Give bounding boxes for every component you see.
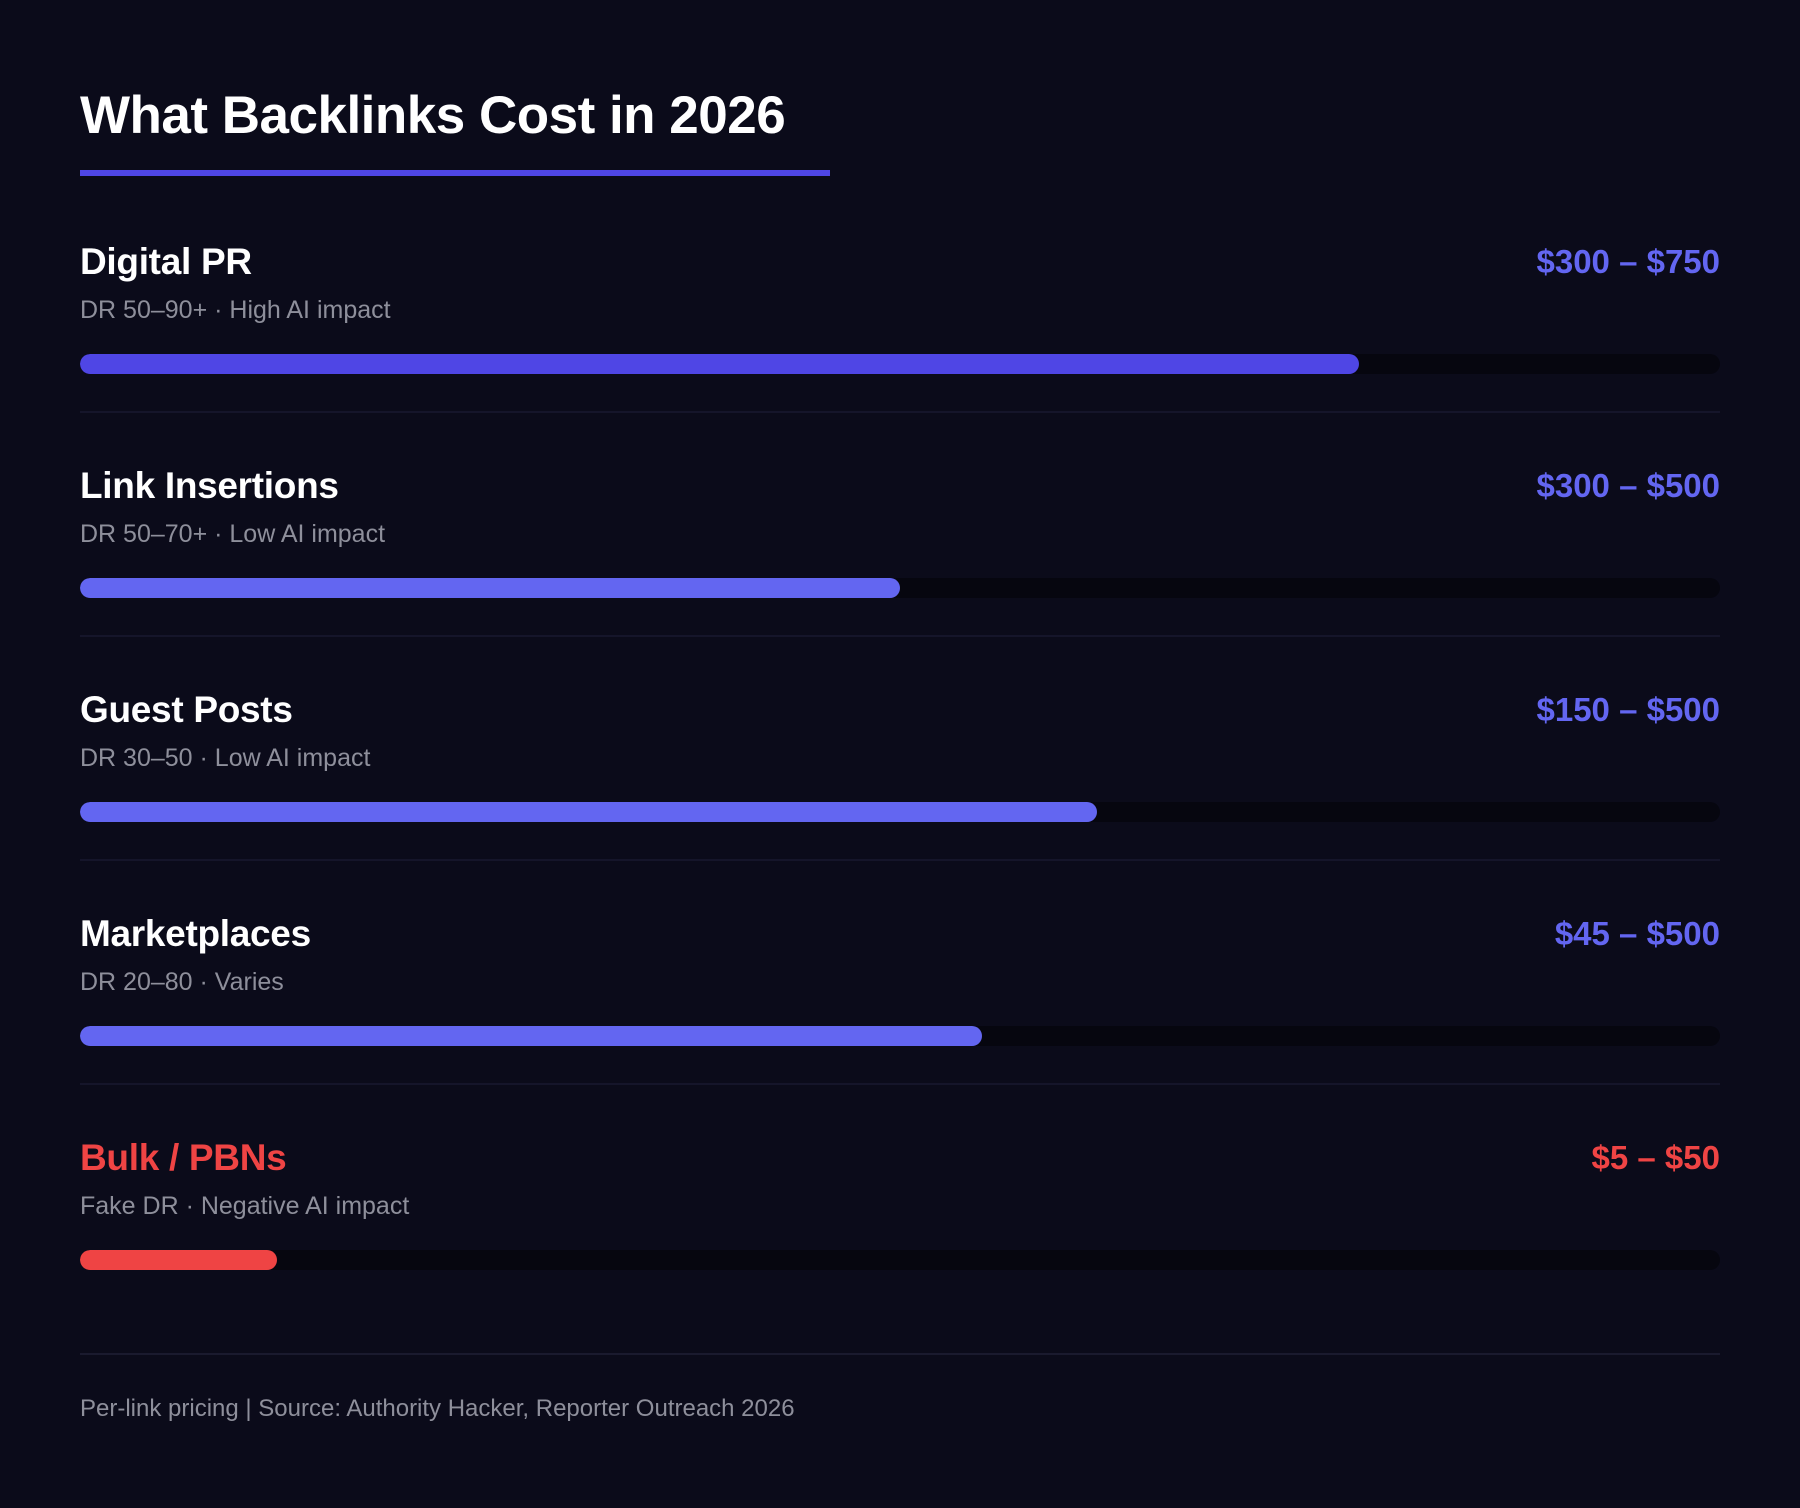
row-marketplaces: Marketplaces $45 – $500 DR 20–80 · Varie… bbox=[80, 912, 1720, 1136]
bar-fill bbox=[80, 354, 1360, 374]
row-price: $5 – $50 bbox=[1591, 1139, 1720, 1176]
bar-fill bbox=[80, 1250, 277, 1270]
bar-fill bbox=[80, 802, 1097, 822]
bar-fill bbox=[80, 578, 900, 598]
bar-track bbox=[80, 578, 1720, 598]
row-guest-posts: Guest Posts $150 – $500 DR 30–50 · Low A… bbox=[80, 688, 1720, 912]
bar-track bbox=[80, 1026, 1720, 1046]
page-title: What Backlinks Cost in 2026 bbox=[80, 86, 786, 145]
row-bulk-pbns: Bulk / PBNs $5 – $50 Fake DR · Negative … bbox=[80, 1136, 1720, 1360]
row-price: $300 – $750 bbox=[1536, 243, 1720, 280]
footer-source: Per-link pricing | Source: Authority Hac… bbox=[80, 1395, 795, 1422]
footer-divider bbox=[80, 1353, 1720, 1355]
row-price: $45 – $500 bbox=[1554, 915, 1720, 952]
bar-track bbox=[80, 354, 1720, 374]
title-underline bbox=[80, 170, 830, 176]
row-name: Marketplaces bbox=[80, 913, 311, 954]
row-subtitle: DR 50–70+ · Low AI impact bbox=[80, 520, 386, 548]
row-name: Digital PR bbox=[80, 241, 252, 282]
row-subtitle: DR 50–90+ · High AI impact bbox=[80, 296, 391, 324]
row-divider bbox=[80, 859, 1720, 861]
bar-track bbox=[80, 1250, 1720, 1270]
row-link-insertions: Link Insertions $300 – $500 DR 50–70+ · … bbox=[80, 464, 1720, 688]
row-name: Bulk / PBNs bbox=[80, 1137, 287, 1178]
row-price: $150 – $500 bbox=[1536, 691, 1720, 728]
row-digital-pr: Digital PR $300 – $750 DR 50–90+ · High … bbox=[80, 240, 1720, 464]
row-subtitle: DR 20–80 · Varies bbox=[80, 968, 284, 996]
row-divider bbox=[80, 411, 1720, 413]
row-divider bbox=[80, 635, 1720, 637]
row-divider bbox=[80, 1083, 1720, 1085]
row-name: Link Insertions bbox=[80, 465, 339, 506]
row-subtitle: DR 30–50 · Low AI impact bbox=[80, 744, 371, 772]
row-price: $300 – $500 bbox=[1536, 467, 1720, 504]
bar-track bbox=[80, 802, 1720, 822]
bar-fill bbox=[80, 1026, 982, 1046]
row-subtitle: Fake DR · Negative AI impact bbox=[80, 1192, 410, 1220]
row-name: Guest Posts bbox=[80, 689, 293, 730]
